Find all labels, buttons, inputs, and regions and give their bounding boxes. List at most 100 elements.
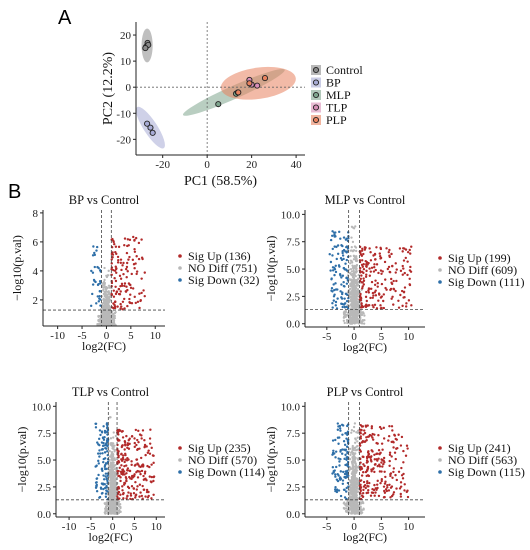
volcano-tlp-point-up [122,454,125,457]
volcano-plp-point-up [392,491,396,494]
volcano-mlp-point-nodiff [356,284,360,287]
volcano-mlp-point-nodiff [355,263,359,267]
volcano-bp-point-up [119,277,123,280]
volcano-plp-point-nodiff [354,485,357,488]
volcano-mlp-point-up [378,293,381,296]
volcano-mlp-point-nodiff [360,322,364,325]
volcano-plp-point-nodiff [358,495,362,498]
volcano-mlp-point-up [362,252,365,256]
volcano-mlp-point-up [360,249,364,252]
volcano-bp-legend-marker-sig_up [178,254,182,258]
volcano-tlp-point-up [136,485,139,488]
volcano-bp-point-up [113,277,116,280]
pca-point-bp [149,129,156,136]
volcano-mlp-point-up [369,270,372,273]
volcano-tlp-point-up [133,445,136,449]
volcano-tlp-point-up [124,464,128,467]
volcano-mlp-point-down [340,244,343,247]
volcano-tlp-point-nodiff [105,501,108,504]
volcano-tlp-point-nodiff [110,465,113,468]
volcano-bp-point-nodiff [110,286,113,290]
volcano-plp-y-tick-label: 5.0 [286,455,300,467]
volcano-mlp-point-nodiff [351,250,355,253]
volcano-bp-point-down [97,300,100,303]
volcano-bp-point-up [114,292,118,296]
volcano-plp-point-down [331,472,334,475]
volcano-mlp-point-up [365,273,368,276]
volcano-bp-point-up [126,270,129,273]
volcano-bp-point-up [111,256,114,259]
volcano-mlp-point-up [379,247,383,251]
volcano-bp-point-nodiff [106,315,109,318]
volcano-plp-point-down [332,449,335,453]
volcano-mlp-point-up [397,306,401,309]
volcano-plp-point-nodiff [352,485,355,488]
volcano-mlp-point-nodiff [351,279,354,282]
volcano-mlp-point-down [333,288,336,292]
volcano-bp-point-down [98,280,102,283]
volcano-plp-point-up [364,424,368,427]
pca-x-tick-label: -20 [155,159,170,171]
volcano-plp-point-nodiff [344,504,347,507]
volcano-tlp-point-up [128,475,131,479]
volcano-tlp-point-nodiff [109,506,113,509]
volcano-tlp-point-up [145,445,148,448]
volcano-bp-point-down [93,251,96,255]
volcano-mlp-point-up [391,264,394,268]
volcano-bp-point-up [143,271,146,274]
volcano-mlp-point-down [340,276,343,279]
volcano-mlp-point-down [338,230,341,234]
volcano-bp-point-nodiff [103,320,107,323]
volcano-plp-point-up [370,455,373,458]
volcano-mlp-legend-marker-sig_up [438,256,442,260]
volcano-mlp-point-up [367,289,370,292]
volcano-mlp-point-up [385,288,388,291]
volcano-tlp-point-up [120,452,123,456]
volcano-plp-point-up [359,437,363,440]
pca-legend-marker-bp [312,79,320,86]
volcano-tlp-point-up [119,479,122,483]
volcano-mlp-legend-label-sig_up: Sig Up (199) [448,251,511,265]
volcano-bp-point-up [125,265,129,269]
volcano-mlp-point-down [333,231,336,234]
volcano-plp-x-tick-label: 5 [379,521,385,533]
volcano-bp-point-up [115,267,118,270]
volcano-plp-point-up [360,494,364,497]
volcano-mlp-point-down [345,269,349,272]
volcano-plp-point-down [338,424,342,428]
volcano-tlp-point-up [134,494,137,497]
volcano-plp-point-up [388,459,391,463]
volcano-mlp-point-up [387,250,390,254]
volcano-tlp-point-up [124,452,127,455]
volcano-plp-point-nodiff [352,510,355,514]
volcano-mlp-point-nodiff [351,287,354,290]
volcano-plp-point-down [338,464,341,467]
volcano-mlp-point-nodiff [357,322,360,325]
volcano-plp-point-up [394,457,397,461]
volcano-plp-point-nodiff [354,482,357,486]
volcano-bp-legend-label-sig_down: Sig Down (32) [188,273,259,287]
volcano-mlp-point-up [382,299,385,303]
volcano-mlp-point-up [401,264,404,268]
volcano-tlp-legend-label-sig_down: Sig Down (114) [188,465,265,479]
volcano-tlp-point-up [130,485,134,488]
volcano-mlp-point-up [362,271,365,275]
volcano-tlp-point-up [125,479,128,483]
volcano-mlp-point-up [359,253,363,256]
volcano-tlp-point-nodiff [110,478,113,482]
volcano-bp-y-tick-label: 8 [33,208,39,220]
volcano-mlp-point-up [406,273,409,277]
volcano-tlp-point-down [98,429,102,432]
volcano-plp-point-down [339,494,343,498]
volcano-bp-point-up [127,258,130,261]
volcano-mlp-point-up [408,269,412,272]
volcano-mlp-point-up [397,299,400,302]
volcano-tlp-point-nodiff [110,489,113,493]
volcano-plp-point-nodiff [349,508,353,511]
volcano-mlp-point-nodiff [354,274,357,277]
volcano-plp-point-nodiff [357,487,360,491]
volcano-mlp-point-down [332,299,335,302]
pca-point-plp [261,75,269,82]
volcano-bp-point-nodiff [102,292,105,296]
volcano-bp-point-nodiff [108,292,111,295]
